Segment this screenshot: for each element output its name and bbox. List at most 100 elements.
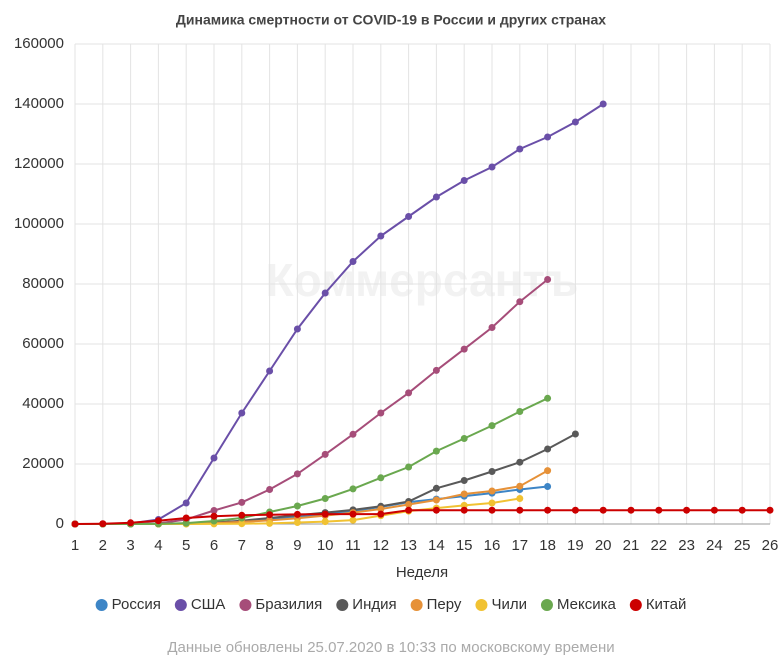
y-tick-label: 100000 (14, 215, 64, 232)
y-tick-label: 140000 (14, 95, 64, 112)
data-point (349, 510, 357, 518)
data-point (377, 510, 385, 518)
data-point (266, 519, 274, 527)
x-tick-label: 14 (428, 537, 445, 554)
legend-swatch (540, 599, 553, 611)
y-tick-label: 20000 (22, 455, 64, 472)
data-point (516, 298, 524, 306)
x-tick-label: 9 (293, 537, 301, 554)
data-point (321, 289, 329, 297)
x-tick-label: 17 (511, 537, 528, 554)
data-point (460, 501, 468, 509)
y-tick-label: 0 (56, 515, 64, 532)
data-point (460, 435, 468, 442)
data-point (238, 409, 246, 417)
data-point (738, 506, 746, 514)
y-tick-label: 160000 (14, 35, 64, 52)
legend-swatch (410, 599, 423, 611)
data-point (516, 458, 524, 466)
data-point (154, 517, 162, 525)
data-point (432, 193, 440, 201)
data-point (460, 177, 468, 184)
data-point (488, 324, 496, 331)
data-point (266, 511, 274, 519)
series-line (74, 509, 770, 525)
data-point (544, 483, 552, 490)
x-tick-label: 10 (317, 537, 334, 554)
data-point (349, 430, 357, 438)
chart-title: Динамика смертности от COVID-19 в России… (176, 12, 606, 28)
data-point (460, 345, 468, 353)
data-point (516, 506, 524, 514)
x-tick-label: 25 (734, 537, 751, 554)
data-point (182, 499, 190, 507)
data-point (349, 258, 357, 265)
data-point (571, 506, 579, 514)
data-point (766, 506, 774, 514)
data-point (377, 474, 385, 482)
data-point (405, 506, 413, 514)
x-tick-label: 12 (372, 537, 389, 554)
data-point (488, 468, 496, 475)
y-tick-label: 60000 (22, 335, 64, 352)
data-point (238, 520, 246, 528)
data-point (488, 499, 496, 507)
data-point (238, 498, 246, 506)
data-point (571, 430, 579, 438)
data-point (210, 454, 218, 462)
data-point (405, 213, 413, 220)
data-point (71, 520, 79, 528)
x-tick-label: 5 (182, 537, 190, 554)
x-tick-label: 21 (623, 537, 640, 554)
x-tick-label: 6 (210, 537, 218, 554)
data-point (293, 519, 301, 526)
legend-label: Мексика (557, 596, 617, 613)
data-point (321, 450, 329, 458)
y-tick-label: 80000 (22, 275, 64, 292)
series-line (75, 278, 549, 525)
legend-label: Бразилия (255, 596, 322, 613)
data-point (293, 502, 301, 510)
data-point (182, 519, 190, 527)
data-point (266, 367, 274, 375)
data-point (266, 486, 274, 493)
x-tick-label: 22 (650, 537, 667, 554)
x-tick-label: 20 (595, 537, 612, 554)
x-tick-label: 1 (71, 537, 79, 554)
legend-label: США (191, 596, 226, 613)
x-tick-label: 3 (126, 537, 134, 554)
legend-label: Россия (112, 596, 161, 613)
data-point (488, 163, 496, 171)
data-point (210, 517, 218, 525)
x-tick-label: 15 (456, 537, 473, 554)
legend-swatch (475, 599, 488, 611)
legend-label: Перу (427, 596, 462, 613)
data-point (544, 506, 552, 514)
data-point (321, 518, 329, 526)
data-point (238, 511, 246, 519)
note: Данные обновлены 25.07.2020 в 10:33 по м… (167, 639, 614, 656)
x-tick-label: 8 (265, 537, 273, 554)
legend-label: Индия (352, 596, 396, 613)
data-point (377, 409, 385, 417)
data-point (99, 520, 107, 528)
data-point (432, 366, 440, 374)
data-point (127, 519, 135, 527)
series-line (75, 469, 549, 525)
data-point (210, 512, 218, 520)
legend-label: Чили (491, 596, 527, 613)
data-point (516, 145, 524, 153)
data-point (432, 447, 440, 455)
data-point (655, 506, 663, 514)
legend-swatch (629, 599, 642, 611)
data-point (544, 445, 552, 453)
watermark: Коммерсантъ (266, 254, 579, 306)
data-point (544, 133, 552, 141)
data-point (516, 482, 524, 490)
data-point (405, 389, 413, 397)
x-tick-label: 4 (154, 537, 162, 554)
data-point (321, 510, 329, 518)
x-tick-label: 16 (484, 537, 501, 554)
data-point (516, 495, 524, 502)
